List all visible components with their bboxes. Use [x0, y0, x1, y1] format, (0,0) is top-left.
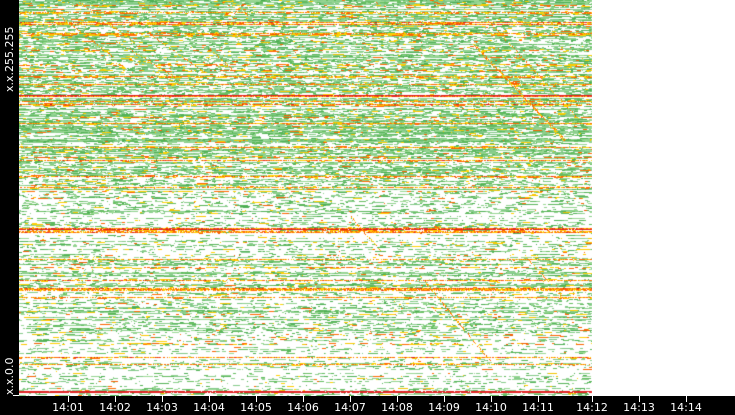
- x-axis-tick-label: 14:08: [381, 401, 413, 414]
- x-axis-tick: [68, 396, 69, 402]
- x-axis-tick-label: 14:05: [240, 401, 272, 414]
- y-axis-label-top: x.x.255.255: [3, 26, 16, 92]
- x-axis-tick-label: 14:12: [576, 401, 608, 414]
- x-axis-tick-label: 14:04: [193, 401, 225, 414]
- x-axis-tick: [444, 396, 445, 402]
- x-axis-tick: [397, 396, 398, 402]
- y-axis-label-bottom: x.x.0.0: [3, 357, 16, 395]
- x-axis-tick: [209, 396, 210, 402]
- x-axis-tick: [115, 396, 116, 402]
- x-axis-tick: [303, 396, 304, 402]
- x-axis-tick-label: 14:09: [428, 401, 460, 414]
- y-axis-tick-bottom: [13, 395, 19, 396]
- x-axis: 14:01 14:02 14:03 14:04 14:05 14:06 14:07 14:08…: [0, 396, 735, 415]
- x-axis-tick-label: 14:11: [522, 401, 554, 414]
- x-axis-tick-label: 14:14: [670, 401, 702, 414]
- x-axis-tick-label: 14:03: [146, 401, 178, 414]
- x-axis-tick: [256, 396, 257, 402]
- x-axis-tick-label: 14:07: [334, 401, 366, 414]
- x-axis-tick: [162, 396, 163, 402]
- x-axis-tick: [350, 396, 351, 402]
- x-axis-tick-label: 14:10: [475, 401, 507, 414]
- x-axis-tick: [592, 396, 593, 402]
- x-axis-tick: [686, 396, 687, 402]
- x-axis-tick-label: 14:06: [287, 401, 319, 414]
- plot-no-data-region: [592, 0, 735, 396]
- x-axis-tick: [538, 396, 539, 402]
- x-axis-tick-label: 14:02: [99, 401, 131, 414]
- x-axis-tick: [491, 396, 492, 402]
- x-axis-tick: [639, 396, 640, 402]
- y-axis: x.x.255.255 x.x.0.0: [0, 0, 19, 396]
- plot-area[interactable]: [19, 0, 735, 396]
- x-axis-tick-label: 14:01: [52, 401, 84, 414]
- x-axis-tick-label: 14:13: [623, 401, 655, 414]
